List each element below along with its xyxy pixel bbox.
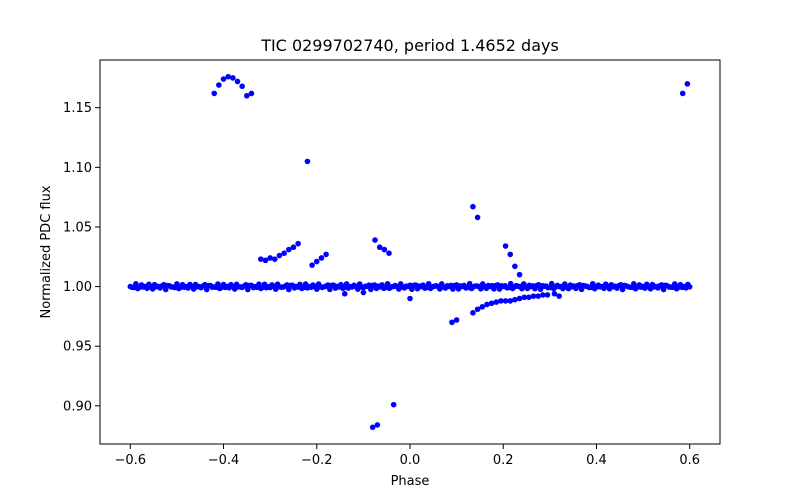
x-tick-label: −0.2: [301, 453, 333, 468]
outlier-point: [295, 240, 301, 247]
baseline-point: [589, 280, 596, 287]
baseline-point: [548, 280, 555, 287]
outlier-point: [556, 293, 562, 299]
outlier-point: [516, 295, 523, 302]
outlier-point: [479, 304, 486, 310]
outlier-point: [526, 294, 532, 301]
outlier-point: [407, 295, 413, 302]
y-axis-label: Normalized PDC flux: [39, 185, 54, 318]
outlier-point: [309, 262, 315, 268]
outlier-point: [234, 78, 241, 85]
baseline-point: [507, 280, 514, 287]
baseline-point: [671, 281, 678, 287]
outlier-point: [679, 90, 686, 97]
outlier-point: [318, 255, 325, 261]
outlier-point: [290, 244, 297, 251]
data-points: [127, 73, 693, 431]
outlier-point: [540, 292, 546, 298]
outlier-point: [313, 258, 320, 265]
x-axis-ticks: −0.6 −0.4 −0.2 0.0 0.2 0.4 0.6: [115, 444, 700, 468]
outlier-point: [449, 319, 455, 326]
outlier-point: [386, 250, 392, 256]
outlier-point: [512, 263, 518, 270]
x-tick-label: 0.4: [586, 453, 607, 468]
outlier-point: [390, 401, 397, 408]
outlier-point: [535, 293, 541, 299]
baseline-point: [630, 281, 637, 287]
outlier-point: [272, 256, 278, 262]
outlier-point: [502, 243, 509, 249]
outlier-point: [474, 306, 481, 313]
outlier-point: [544, 292, 551, 298]
outlier-point: [381, 246, 388, 253]
outlier-point: [258, 256, 264, 262]
y-tick-label: 1.00: [63, 280, 92, 295]
outlier-point: [304, 158, 311, 165]
y-tick-label: 1.15: [63, 101, 92, 116]
outlier-point: [512, 296, 518, 303]
outlier-point: [225, 73, 231, 80]
y-tick-label: 0.90: [63, 399, 92, 414]
outlier-point: [248, 90, 255, 97]
outlier-point: [493, 299, 500, 305]
outlier-point: [374, 422, 381, 428]
outlier-point: [484, 301, 490, 308]
outlier-point: [470, 203, 476, 210]
outlier-point: [267, 255, 273, 261]
outlier-point: [281, 250, 287, 256]
outlier-point: [276, 252, 283, 259]
outlier-point: [488, 300, 495, 307]
outlier-point: [516, 271, 523, 278]
y-tick-label: 0.95: [63, 340, 92, 355]
outlier-point: [521, 294, 528, 301]
outlier-point: [507, 251, 514, 258]
outlier-point: [230, 75, 236, 81]
outlier-point: [551, 290, 558, 297]
baseline-point: [466, 280, 473, 287]
outlier-point: [507, 298, 514, 304]
x-axis-label: Phase: [391, 474, 430, 489]
outlier-point: [220, 76, 227, 82]
x-tick-label: 0.6: [679, 453, 700, 468]
x-tick-label: 0.2: [493, 453, 514, 468]
x-tick-label: −0.6: [115, 453, 147, 468]
baseline-point: [174, 281, 180, 287]
outlier-point: [216, 82, 222, 88]
outlier-point: [474, 214, 481, 221]
outlier-point: [341, 290, 348, 297]
outlier-point: [372, 237, 378, 243]
outlier-point: [369, 424, 376, 431]
outlier-point: [262, 257, 269, 264]
outlier-point: [502, 298, 509, 304]
baseline-point: [256, 281, 262, 287]
y-axis-ticks: 0.90 0.95 1.00 1.05 1.10 1.15: [63, 101, 100, 414]
chart-title: TIC 0299702740, period 1.4652 days: [260, 36, 559, 55]
outlier-point: [286, 246, 292, 253]
outlier-point: [684, 81, 691, 87]
outlier-point: [244, 92, 250, 99]
outlier-point: [239, 83, 245, 90]
outlier-point: [470, 310, 476, 316]
outlier-point: [360, 289, 367, 296]
baseline-point: [425, 280, 432, 287]
outlier-point: [498, 298, 504, 304]
outlier-point: [530, 293, 537, 299]
baseline-point: [686, 284, 693, 290]
outlier-point: [453, 317, 460, 323]
y-tick-label: 1.10: [63, 161, 92, 176]
baseline-point: [133, 280, 139, 287]
outlier-point: [376, 244, 383, 251]
x-tick-label: −0.4: [208, 453, 240, 468]
baseline-point: [215, 281, 221, 287]
outlier-point: [323, 251, 329, 258]
y-tick-label: 1.05: [63, 220, 92, 235]
outlier-point: [211, 90, 218, 97]
baseline-point: [660, 286, 667, 293]
x-tick-label: 0.0: [400, 453, 421, 468]
